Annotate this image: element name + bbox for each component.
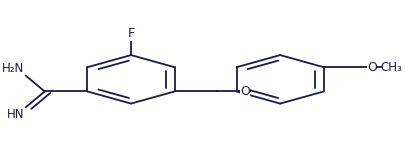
Text: H₂N: H₂N bbox=[2, 62, 24, 75]
Text: CH₃: CH₃ bbox=[381, 61, 403, 74]
Text: F: F bbox=[128, 27, 134, 40]
Text: HN: HN bbox=[6, 108, 24, 121]
Text: O: O bbox=[368, 61, 377, 74]
Text: O: O bbox=[240, 85, 250, 98]
